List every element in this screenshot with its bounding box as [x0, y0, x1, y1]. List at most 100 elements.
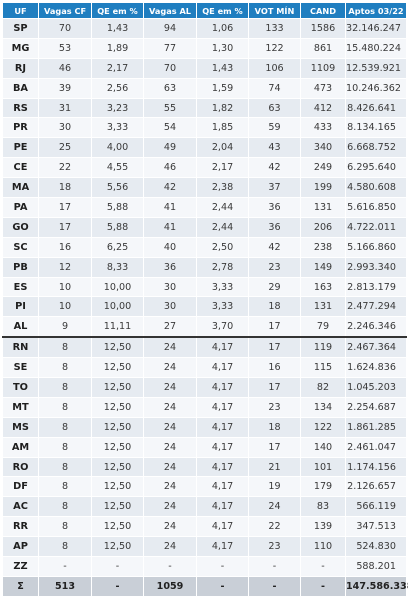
- table-row: CE 22 4,55 46 2,17 42 249 6.295.640: [2, 157, 407, 179]
- table-cell: 149: [300, 256, 346, 278]
- table-cell: 4,17: [196, 496, 249, 518]
- table-cell: 566.119: [345, 496, 407, 518]
- table-cell: 23: [248, 396, 301, 418]
- table-cell: 55: [143, 97, 197, 119]
- table-cell: 24: [248, 496, 301, 518]
- header-vagas-al: Vagas AL: [143, 2, 197, 19]
- table-cell: 24: [143, 336, 197, 359]
- table-cell: 10: [38, 276, 92, 298]
- table-cell: 4,17: [196, 516, 249, 538]
- table-cell: 12,50: [91, 476, 144, 498]
- total-row: Σ 513 - 1059 - - - 147.586.338: [2, 575, 408, 597]
- table-row: AM 8 12,50 24 4,17 17 140 2.461.047: [2, 436, 407, 458]
- table-cell: 5.166.860: [345, 236, 407, 258]
- table-cell: 24: [143, 456, 197, 478]
- table-cell: 29: [248, 276, 301, 298]
- table-cell: 24: [143, 357, 197, 379]
- table-cell: 8: [38, 476, 92, 498]
- table-cell: 12,50: [91, 377, 144, 398]
- table-cell: 17: [248, 316, 301, 338]
- uf-cell: PI: [2, 296, 39, 318]
- table-cell: 18: [248, 296, 301, 318]
- uf-cell: RR: [2, 516, 39, 538]
- table-cell: 25: [38, 137, 92, 159]
- table-cell: 8: [38, 336, 92, 359]
- table-cell: 163: [300, 276, 346, 298]
- header-vagas-cf: Vagas CF: [38, 2, 92, 19]
- table-cell: 2,44: [196, 197, 249, 218]
- table-cell: 2,56: [91, 77, 144, 99]
- table-cell: 8: [38, 496, 92, 518]
- table-cell: 15.480.224: [345, 37, 407, 59]
- uf-cell: ZZ: [2, 556, 39, 577]
- uf-cell: GO: [2, 216, 39, 238]
- table-cell: -: [38, 556, 92, 577]
- table-cell: 30: [143, 276, 197, 298]
- table-cell: 12,50: [91, 396, 144, 418]
- table-cell: 43: [248, 137, 301, 159]
- table-cell: 23: [248, 256, 301, 278]
- table-row: AC 8 12,50 24 4,17 24 83 566.119: [2, 496, 407, 518]
- uf-cell: SC: [2, 236, 39, 258]
- table-cell: 133: [248, 18, 301, 39]
- table-cell: 41: [143, 216, 197, 238]
- table-cell: 22: [38, 157, 92, 179]
- table-cell: 249: [300, 157, 346, 179]
- uf-cell: DF: [2, 476, 39, 498]
- uf-cell: MT: [2, 396, 39, 418]
- table-cell: 4.580.608: [345, 177, 407, 199]
- table-cell: 4,17: [196, 436, 249, 458]
- table-cell: 10: [38, 296, 92, 318]
- table-cell: 12,50: [91, 416, 144, 438]
- table-cell: 2,04: [196, 137, 249, 159]
- table-row: BA 39 2,56 63 1,59 74 473 10.246.362: [2, 77, 407, 99]
- table-cell: 5.616.850: [345, 197, 407, 218]
- table-cell: 1.624.836: [345, 357, 407, 379]
- table-cell: 1,43: [91, 18, 144, 39]
- uf-cell: SE: [2, 357, 39, 379]
- table-cell: 40: [143, 236, 197, 258]
- table-cell: 140: [300, 436, 346, 458]
- uf-cell: SP: [2, 18, 39, 39]
- table-cell: 588.201: [345, 556, 407, 577]
- table-cell: 16: [248, 357, 301, 379]
- table-cell: 2.254.687: [345, 396, 407, 418]
- table-cell: 4,17: [196, 357, 249, 379]
- table-cell: 8: [38, 357, 92, 379]
- table-cell: 27: [143, 316, 197, 338]
- uf-cell: RJ: [2, 57, 39, 79]
- table-cell: 24: [143, 536, 197, 558]
- total-cell: 147.586.338: [345, 575, 408, 597]
- table-cell: 16: [38, 236, 92, 258]
- table-cell: 12: [38, 256, 92, 278]
- table-cell: 36: [143, 256, 197, 278]
- table-row: RO 8 12,50 24 4,17 21 101 1.174.156: [2, 456, 407, 478]
- table-header-row: UF Vagas CF QE em % Vagas AL QE em % VOT…: [2, 2, 407, 19]
- table-cell: 131: [300, 296, 346, 318]
- table-row: SP 70 1,43 94 1,06 133 1586 32.146.247: [2, 18, 407, 39]
- table-cell: 1.861.285: [345, 416, 407, 438]
- uf-cell: BA: [2, 77, 39, 99]
- table-cell: 8: [38, 536, 92, 558]
- table-cell: 10,00: [91, 296, 144, 318]
- table-row: RJ 46 2,17 70 1,43 106 1109 12.539.921: [2, 57, 407, 79]
- table-cell: 3,33: [196, 296, 249, 318]
- table-row: RR 8 12,50 24 4,17 22 139 347.513: [2, 516, 407, 538]
- table-cell: 39: [38, 77, 92, 99]
- table-row: MG 53 1,89 77 1,30 122 861 15.480.224: [2, 37, 407, 59]
- table-cell: 83: [300, 496, 346, 518]
- uf-cell: MS: [2, 416, 39, 438]
- table-cell: 1,85: [196, 117, 249, 139]
- table-cell: 2.246.346: [345, 316, 407, 338]
- table-row: TO 8 12,50 24 4,17 17 82 1.045.203: [2, 377, 407, 398]
- table-cell: 4,55: [91, 157, 144, 179]
- table-row: PI 10 10,00 30 3,33 18 131 2.477.294: [2, 296, 407, 318]
- table-cell: 206: [300, 216, 346, 238]
- table-cell: 1,59: [196, 77, 249, 99]
- table-cell: 119: [300, 336, 346, 359]
- table-cell: 46: [38, 57, 92, 79]
- table-cell: 2,17: [196, 157, 249, 179]
- header-qe-cf: QE em %: [91, 2, 144, 19]
- total-cell: -: [91, 575, 144, 597]
